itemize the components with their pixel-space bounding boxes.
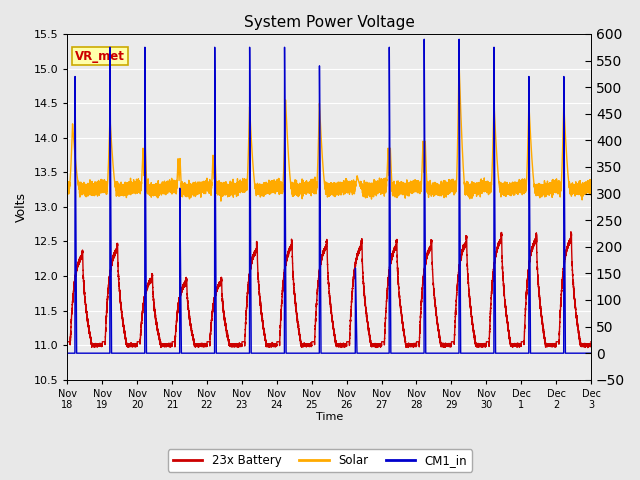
CM1_in <box>398 350 406 356</box>
23x Battery <box>484 339 492 345</box>
Line: Solar: Solar <box>67 62 591 201</box>
CM1_in <box>91 350 99 356</box>
23x Battery <box>91 342 99 348</box>
Line: 23x Battery: 23x Battery <box>67 232 591 348</box>
Solar <box>484 182 492 188</box>
Solar <box>398 188 406 193</box>
23x Battery <box>584 345 591 350</box>
Solar <box>91 184 99 190</box>
Solar <box>471 187 479 192</box>
Solar <box>587 185 595 191</box>
CM1_in <box>471 350 479 356</box>
Solar <box>63 181 71 187</box>
23x Battery <box>567 229 575 235</box>
CM1_in <box>484 350 492 356</box>
Title: System Power Voltage: System Power Voltage <box>244 15 415 30</box>
CM1_in <box>587 350 595 356</box>
23x Battery <box>63 339 71 345</box>
Solar <box>492 129 499 135</box>
23x Battery <box>587 339 595 345</box>
23x Battery <box>471 337 479 343</box>
Y-axis label: Volts: Volts <box>15 192 28 222</box>
CM1_in <box>63 350 71 356</box>
CM1_in <box>492 330 499 336</box>
23x Battery <box>398 313 406 319</box>
23x Battery <box>492 254 499 260</box>
Line: CM1_in: CM1_in <box>67 39 591 353</box>
Legend: 23x Battery, Solar, CM1_in: 23x Battery, Solar, CM1_in <box>168 449 472 472</box>
Solar <box>455 59 463 65</box>
X-axis label: Time: Time <box>316 412 343 422</box>
Solar <box>457 114 465 120</box>
CM1_in <box>457 350 465 356</box>
CM1_in <box>420 36 428 42</box>
Solar <box>217 198 225 204</box>
23x Battery <box>457 254 465 260</box>
Text: VR_met: VR_met <box>75 49 125 62</box>
